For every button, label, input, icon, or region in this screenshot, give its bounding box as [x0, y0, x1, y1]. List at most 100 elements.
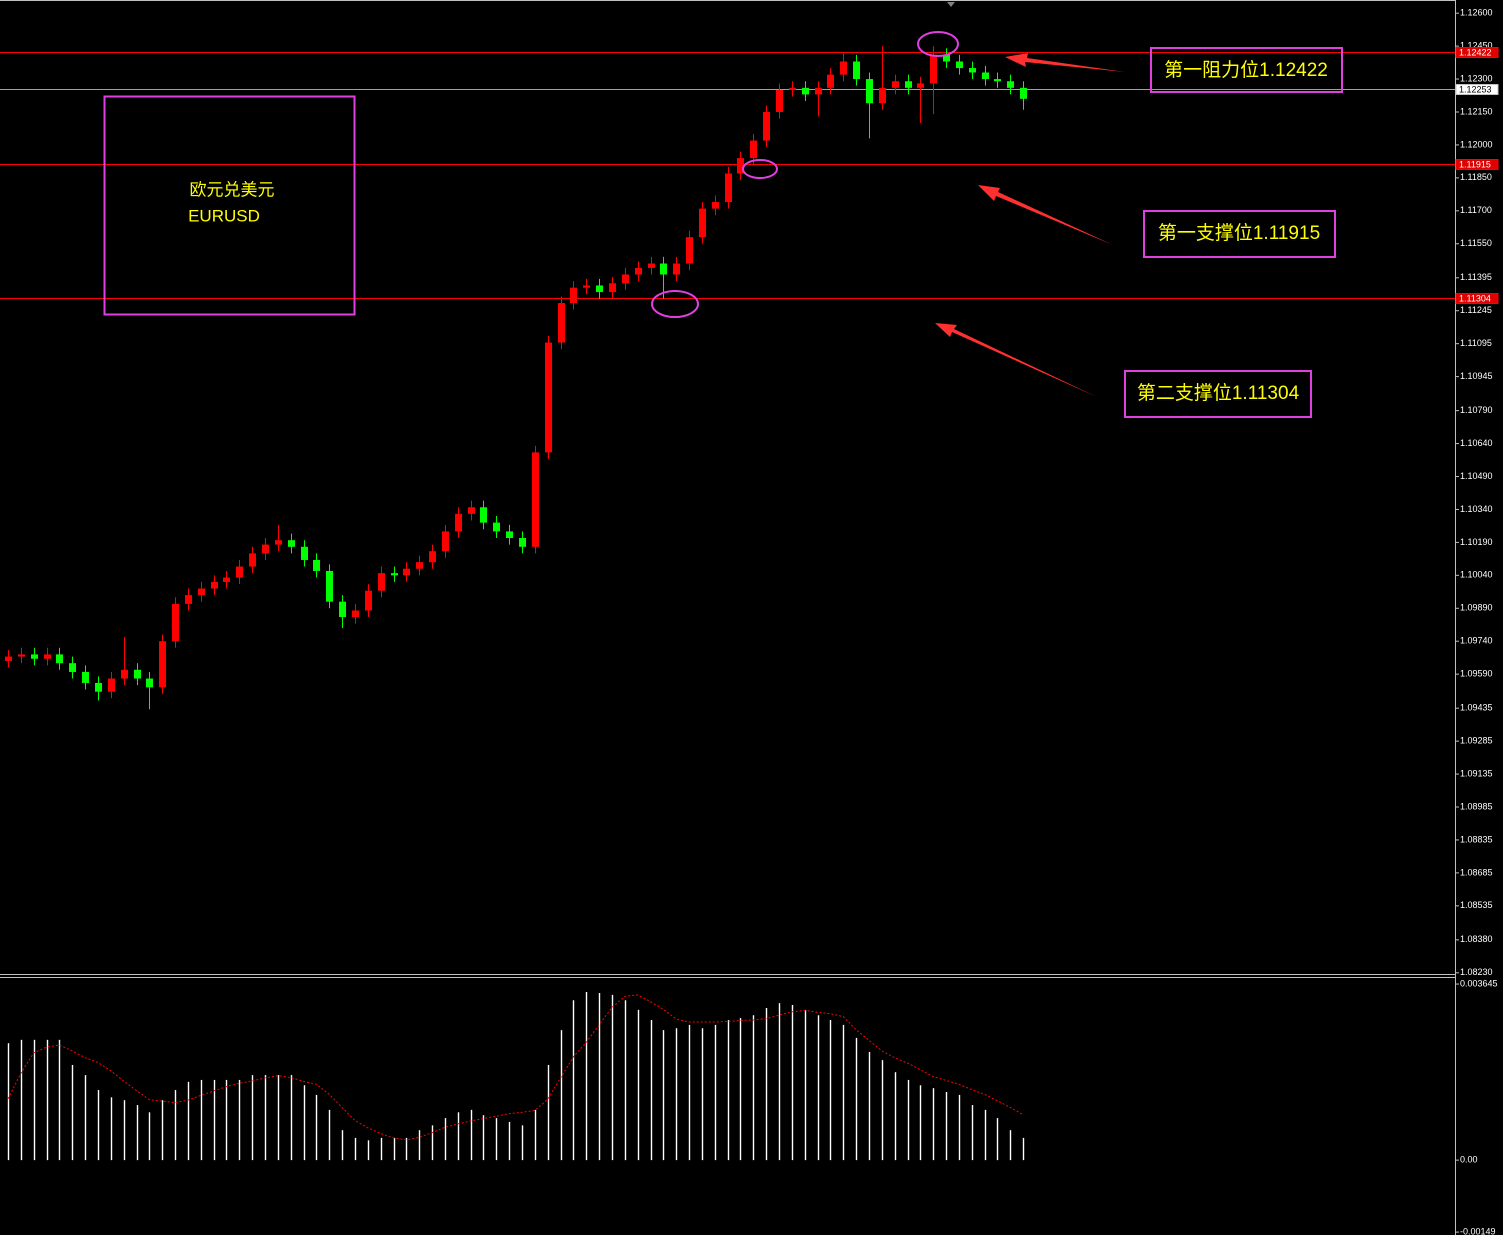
candle-body [236, 566, 243, 578]
candle-body [429, 551, 436, 563]
candle-body [750, 140, 757, 159]
candle-body [737, 158, 744, 174]
y-tick-label: 1.10340 [1460, 504, 1493, 514]
y-tick-label: 0.003645 [1460, 978, 1498, 988]
level-tag-label: 1.12422 [1459, 47, 1492, 57]
y-tick-label: 1.12300 [1460, 73, 1493, 83]
candle-body [840, 61, 847, 75]
candle-body [943, 54, 950, 62]
candle-body [31, 654, 38, 659]
level-tag-label: 1.12253 [1459, 84, 1492, 94]
candle-body [172, 603, 179, 642]
candle-body [249, 553, 256, 567]
candle-body [5, 656, 12, 661]
y-tick-label: 1.11850 [1460, 172, 1492, 182]
annotation-box [1143, 210, 1336, 258]
y-tick-label: 1.11700 [1460, 205, 1492, 215]
candle-body [532, 452, 539, 547]
level-tag-label: 1.11304 [1459, 293, 1491, 303]
candle-body [275, 540, 282, 545]
candle-body [403, 568, 410, 576]
y-tick-label: 1.10790 [1460, 405, 1493, 415]
highlight [917, 31, 959, 57]
candle-body [108, 678, 115, 692]
candle-body [326, 570, 333, 602]
candle-body [905, 81, 912, 88]
level-tag [1455, 84, 1499, 95]
candle-body [121, 669, 128, 679]
y-tick-label: 1.09740 [1460, 636, 1493, 646]
y-tick-label: 1.09435 [1460, 703, 1493, 713]
y-tick-label: 1.09135 [1460, 768, 1493, 778]
annotation-support-1: 第一支撑位1.11915 [1158, 222, 1320, 244]
candle-body [82, 671, 89, 683]
candle-body [763, 111, 770, 141]
shift-marker [947, 2, 955, 7]
candle-body [583, 285, 590, 288]
y-tick-label: 1.09285 [1460, 736, 1493, 746]
candle-body [635, 267, 642, 275]
candle-body [56, 654, 63, 664]
candle-body [917, 83, 924, 88]
y-tick-label: 1.08230 [1460, 967, 1493, 977]
candle-body [982, 72, 989, 80]
annotation-support-2: 第二支撑位1.11304 [1137, 382, 1300, 404]
candle-body [892, 81, 899, 88]
y-tick-label: 1.10040 [1460, 570, 1493, 580]
candle-body [686, 237, 693, 264]
candle-body [378, 573, 385, 591]
y-tick-label: 1.08985 [1460, 801, 1493, 811]
candle-body [827, 74, 834, 88]
candle-body [159, 641, 166, 688]
candle-body [506, 531, 513, 539]
candle-body [866, 79, 873, 104]
candle-body [69, 663, 76, 672]
candle-body [455, 513, 462, 532]
candle-body [596, 285, 603, 293]
candle-body [712, 202, 719, 209]
candle-body [570, 287, 577, 304]
y-tick-label: 1.12600 [1460, 8, 1493, 18]
candle-body [352, 610, 359, 618]
symbol-box [103, 95, 356, 316]
candle-body [288, 540, 295, 547]
y-tick-label: 1.10490 [1460, 471, 1493, 481]
annotation-box [1150, 47, 1343, 93]
candle-body [815, 87, 822, 95]
candle-body [365, 590, 372, 611]
candle-body [1020, 87, 1027, 99]
y-tick-label: 1.10640 [1460, 438, 1493, 448]
annotation-box [1124, 370, 1312, 418]
candle-body [1007, 81, 1014, 88]
candle-body [262, 544, 269, 554]
y-tick-label: 1.12450 [1460, 40, 1493, 50]
candle-body [198, 588, 205, 596]
signal-line [7, 994, 1024, 1141]
candle-body [18, 654, 25, 657]
y-tick-label: 1.12150 [1460, 106, 1493, 116]
macd-plot [7, 992, 1025, 1161]
y-tick-label: 1.10190 [1460, 537, 1493, 547]
candle-body [853, 61, 860, 80]
y-tick-label: 1.08685 [1460, 867, 1493, 877]
y-tick-label: 1.10945 [1460, 371, 1493, 381]
y-tick-label: 1.08535 [1460, 900, 1493, 910]
candle-body [468, 507, 475, 514]
candle-body [211, 581, 218, 589]
y-tick-label: 0.00 [1460, 1154, 1478, 1164]
candle-body [660, 263, 667, 275]
symbol-name: 欧元兑美元 [190, 180, 275, 199]
y-tick-label: 1.11395 [1460, 272, 1492, 282]
candle-body [725, 173, 732, 203]
candle-body [442, 531, 449, 552]
candle-body [339, 601, 346, 618]
candle-body [134, 669, 141, 679]
y-tick-label: 1.11550 [1460, 238, 1492, 248]
candle-body [480, 507, 487, 523]
candle-body [879, 87, 886, 104]
highlight [742, 159, 778, 179]
highlight [651, 290, 699, 318]
candle-body [558, 303, 565, 343]
